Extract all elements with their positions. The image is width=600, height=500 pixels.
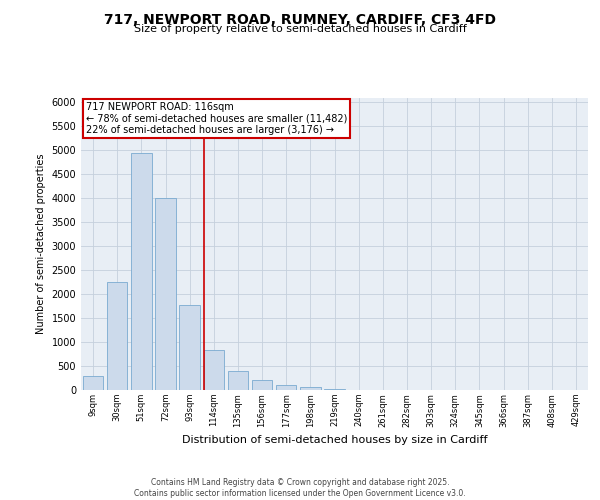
Y-axis label: Number of semi-detached properties: Number of semi-detached properties xyxy=(36,154,46,334)
Bar xyxy=(203,350,224,390)
Text: Size of property relative to semi-detached houses in Cardiff: Size of property relative to semi-detach… xyxy=(134,24,466,34)
Bar xyxy=(179,304,200,390)
Bar xyxy=(300,387,320,390)
Bar xyxy=(83,376,103,390)
Text: Contains HM Land Registry data © Crown copyright and database right 2025.
Contai: Contains HM Land Registry data © Crown c… xyxy=(134,478,466,498)
Bar xyxy=(107,282,127,390)
Text: 717 NEWPORT ROAD: 116sqm
← 78% of semi-detached houses are smaller (11,482)
22% : 717 NEWPORT ROAD: 116sqm ← 78% of semi-d… xyxy=(86,102,347,135)
Bar xyxy=(227,372,248,390)
Bar xyxy=(276,385,296,390)
Bar xyxy=(252,380,272,390)
Text: 717, NEWPORT ROAD, RUMNEY, CARDIFF, CF3 4FD: 717, NEWPORT ROAD, RUMNEY, CARDIFF, CF3 … xyxy=(104,12,496,26)
Bar xyxy=(131,152,152,390)
Bar xyxy=(155,198,176,390)
X-axis label: Distribution of semi-detached houses by size in Cardiff: Distribution of semi-detached houses by … xyxy=(182,435,487,445)
